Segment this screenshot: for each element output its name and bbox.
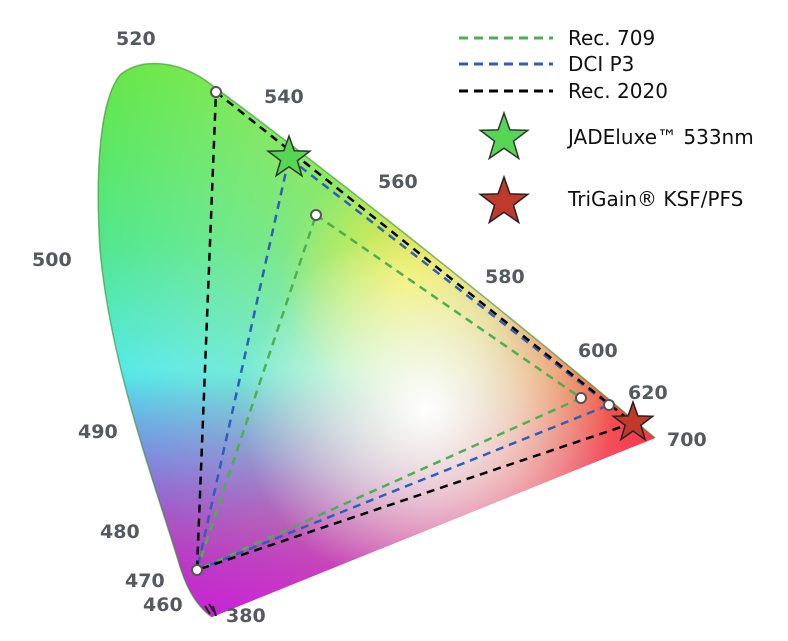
wavelength-label-480: 480	[100, 521, 140, 543]
rec709-green-point	[310, 209, 322, 221]
rec2020-triangle	[195, 89, 636, 572]
dcip3-triangle	[195, 155, 612, 573]
wavelength-label-500: 500	[32, 249, 72, 271]
jadeluxe-star-marker	[265, 133, 313, 178]
legend-jadeluxe-label: JADEluxe™ 533nm	[566, 125, 754, 149]
legend-dcip3-label: DCI P3	[568, 52, 634, 76]
wavelength-label-470: 470	[125, 570, 165, 592]
legend-rec2020-label: Rec. 2020	[568, 79, 668, 103]
rec709-red-point	[575, 392, 587, 404]
wavelength-label-380: 380	[226, 605, 266, 627]
dcip3-red-point	[603, 399, 615, 411]
blue-primary-point	[191, 564, 203, 576]
spectral-locus-outline	[97, 62, 656, 618]
wavelength-label-700: 700	[667, 429, 707, 451]
wavelength-label-580: 580	[485, 266, 525, 288]
legend-rec709-label: Rec. 709	[568, 26, 655, 50]
wavelength-label-490: 490	[78, 421, 118, 443]
locus-bottom-ticks	[204, 603, 217, 617]
trigain-star-marker	[611, 399, 655, 442]
wavelength-label-600: 600	[578, 340, 618, 362]
legend-trigain-label: TriGain® KSF/PFS	[567, 187, 743, 211]
wavelength-label-460: 460	[143, 594, 183, 616]
rec709-triangle	[194, 213, 584, 573]
wavelength-label-520: 520	[116, 28, 156, 50]
legend-jadeluxe-star-icon	[478, 110, 530, 161]
legend: Rec. 709 DCI P3 Rec. 2020 JADEluxe™ 533n…	[459, 26, 754, 225]
wavelength-label-620: 620	[628, 382, 668, 404]
wavelength-label-540: 540	[264, 86, 304, 108]
wavelength-label-560: 560	[378, 171, 418, 193]
rec2020-green-point	[210, 86, 222, 98]
legend-trigain-star-icon	[478, 174, 530, 225]
